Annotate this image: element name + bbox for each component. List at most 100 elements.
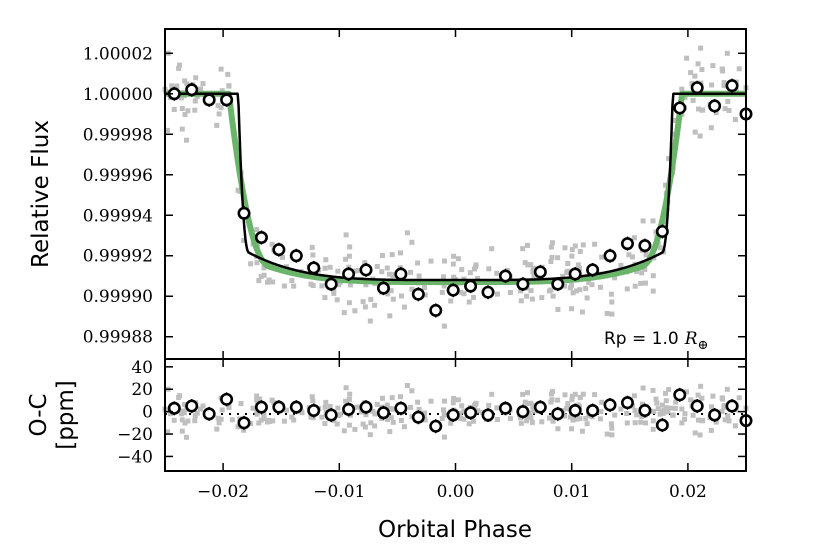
raw-flux-point — [597, 284, 603, 290]
raw-residual-point — [439, 416, 445, 421]
raw-residual-point — [194, 410, 200, 416]
raw-residual-point — [682, 416, 688, 422]
raw-residual-point — [555, 397, 561, 403]
raw-residual-point — [250, 405, 256, 411]
binned-flux-point — [429, 303, 443, 317]
raw-residual-point — [309, 394, 315, 400]
raw-flux-point — [256, 278, 262, 284]
flux-y-tick-label: 0.99996 — [83, 166, 153, 186]
raw-flux-point — [548, 244, 554, 250]
raw-residual-point — [473, 400, 479, 406]
raw-flux-point — [562, 283, 567, 289]
raw-flux-point — [548, 287, 554, 293]
raw-residual-point — [214, 426, 220, 432]
binned-residual-point — [220, 392, 234, 406]
raw-flux-point — [564, 270, 570, 276]
raw-flux-point — [599, 254, 605, 260]
binned-flux-point — [411, 287, 425, 301]
raw-residual-point — [171, 417, 177, 423]
raw-residual-point — [577, 395, 583, 401]
raw-flux-point — [709, 82, 715, 88]
raw-flux-point — [372, 302, 378, 308]
raw-residual-point — [530, 402, 536, 408]
residual-binned-points — [167, 387, 753, 434]
raw-flux-point — [688, 70, 694, 76]
raw-flux-point — [531, 274, 537, 279]
raw-flux-point — [331, 288, 337, 294]
raw-flux-point — [355, 268, 361, 273]
raw-residual-point — [580, 391, 586, 397]
raw-residual-point — [699, 418, 705, 424]
raw-residual-point — [664, 405, 670, 411]
raw-residual-point — [219, 407, 225, 413]
raw-residual-point — [655, 406, 661, 412]
raw-residual-point — [327, 403, 333, 409]
raw-residual-point — [654, 400, 660, 406]
raw-flux-point — [696, 106, 701, 112]
binned-residual-point — [324, 408, 338, 422]
raw-flux-point — [736, 66, 742, 72]
raw-residual-point — [562, 392, 568, 398]
raw-flux-point — [200, 81, 206, 87]
raw-residual-point — [608, 421, 614, 427]
raw-residual-point — [254, 393, 260, 399]
raw-residual-point — [668, 405, 674, 411]
raw-flux-point — [690, 97, 696, 103]
raw-flux-point — [586, 280, 592, 286]
raw-residual-point — [592, 392, 598, 398]
raw-flux-point — [184, 81, 190, 87]
flux-y-axis-label: Relative Flux — [28, 120, 54, 268]
raw-residual-point — [643, 420, 648, 426]
raw-flux-point — [428, 258, 434, 264]
binned-flux-point — [655, 224, 669, 238]
raw-flux-point — [193, 75, 199, 81]
raw-flux-point — [241, 238, 247, 243]
raw-flux-point — [404, 230, 410, 236]
raw-flux-point — [577, 249, 583, 254]
raw-residual-point — [441, 407, 446, 413]
raw-flux-point — [466, 299, 472, 305]
raw-residual-point — [528, 400, 534, 406]
binned-residual-point — [307, 404, 321, 418]
raw-residual-point — [352, 426, 358, 432]
binned-flux-point — [725, 79, 739, 93]
binned-residual-point — [429, 419, 443, 433]
raw-residual-point — [663, 398, 669, 404]
raw-flux-point — [184, 137, 189, 143]
raw-flux-point — [565, 261, 571, 266]
raw-residual-point — [495, 417, 500, 422]
raw-flux-point — [343, 232, 349, 238]
raw-flux-point — [164, 127, 170, 133]
raw-residual-point — [235, 424, 241, 430]
raw-flux-point — [343, 256, 349, 262]
raw-residual-point — [708, 427, 714, 433]
x-tick-labels: −0.02 −0.01 0.00 0.01 0.02 — [197, 482, 707, 502]
binned-flux-point — [586, 263, 600, 277]
raw-residual-point — [323, 399, 329, 405]
raw-residual-point — [697, 432, 703, 438]
raw-flux-point — [439, 289, 445, 295]
binned-residual-point — [655, 418, 669, 432]
raw-flux-point — [226, 83, 232, 89]
raw-flux-point — [567, 285, 573, 291]
binned-flux-point — [307, 261, 321, 275]
raw-flux-point — [310, 283, 316, 288]
flux-binned-points — [167, 78, 753, 318]
binned-residual-point — [376, 406, 390, 420]
raw-residual-point — [256, 420, 262, 426]
raw-residual-point — [198, 406, 203, 412]
raw-residual-point — [524, 418, 530, 424]
raw-residual-point — [569, 426, 575, 432]
raw-residual-point — [632, 393, 637, 399]
raw-flux-point — [335, 268, 341, 274]
raw-residual-point — [709, 404, 715, 410]
raw-flux-point — [570, 290, 576, 296]
raw-residual-point — [374, 401, 380, 407]
raw-residual-point — [531, 407, 537, 413]
raw-residual-point — [670, 412, 676, 418]
raw-residual-point — [261, 416, 267, 422]
raw-residual-point — [525, 401, 531, 406]
raw-flux-point — [289, 278, 295, 283]
raw-residual-point — [527, 410, 533, 416]
